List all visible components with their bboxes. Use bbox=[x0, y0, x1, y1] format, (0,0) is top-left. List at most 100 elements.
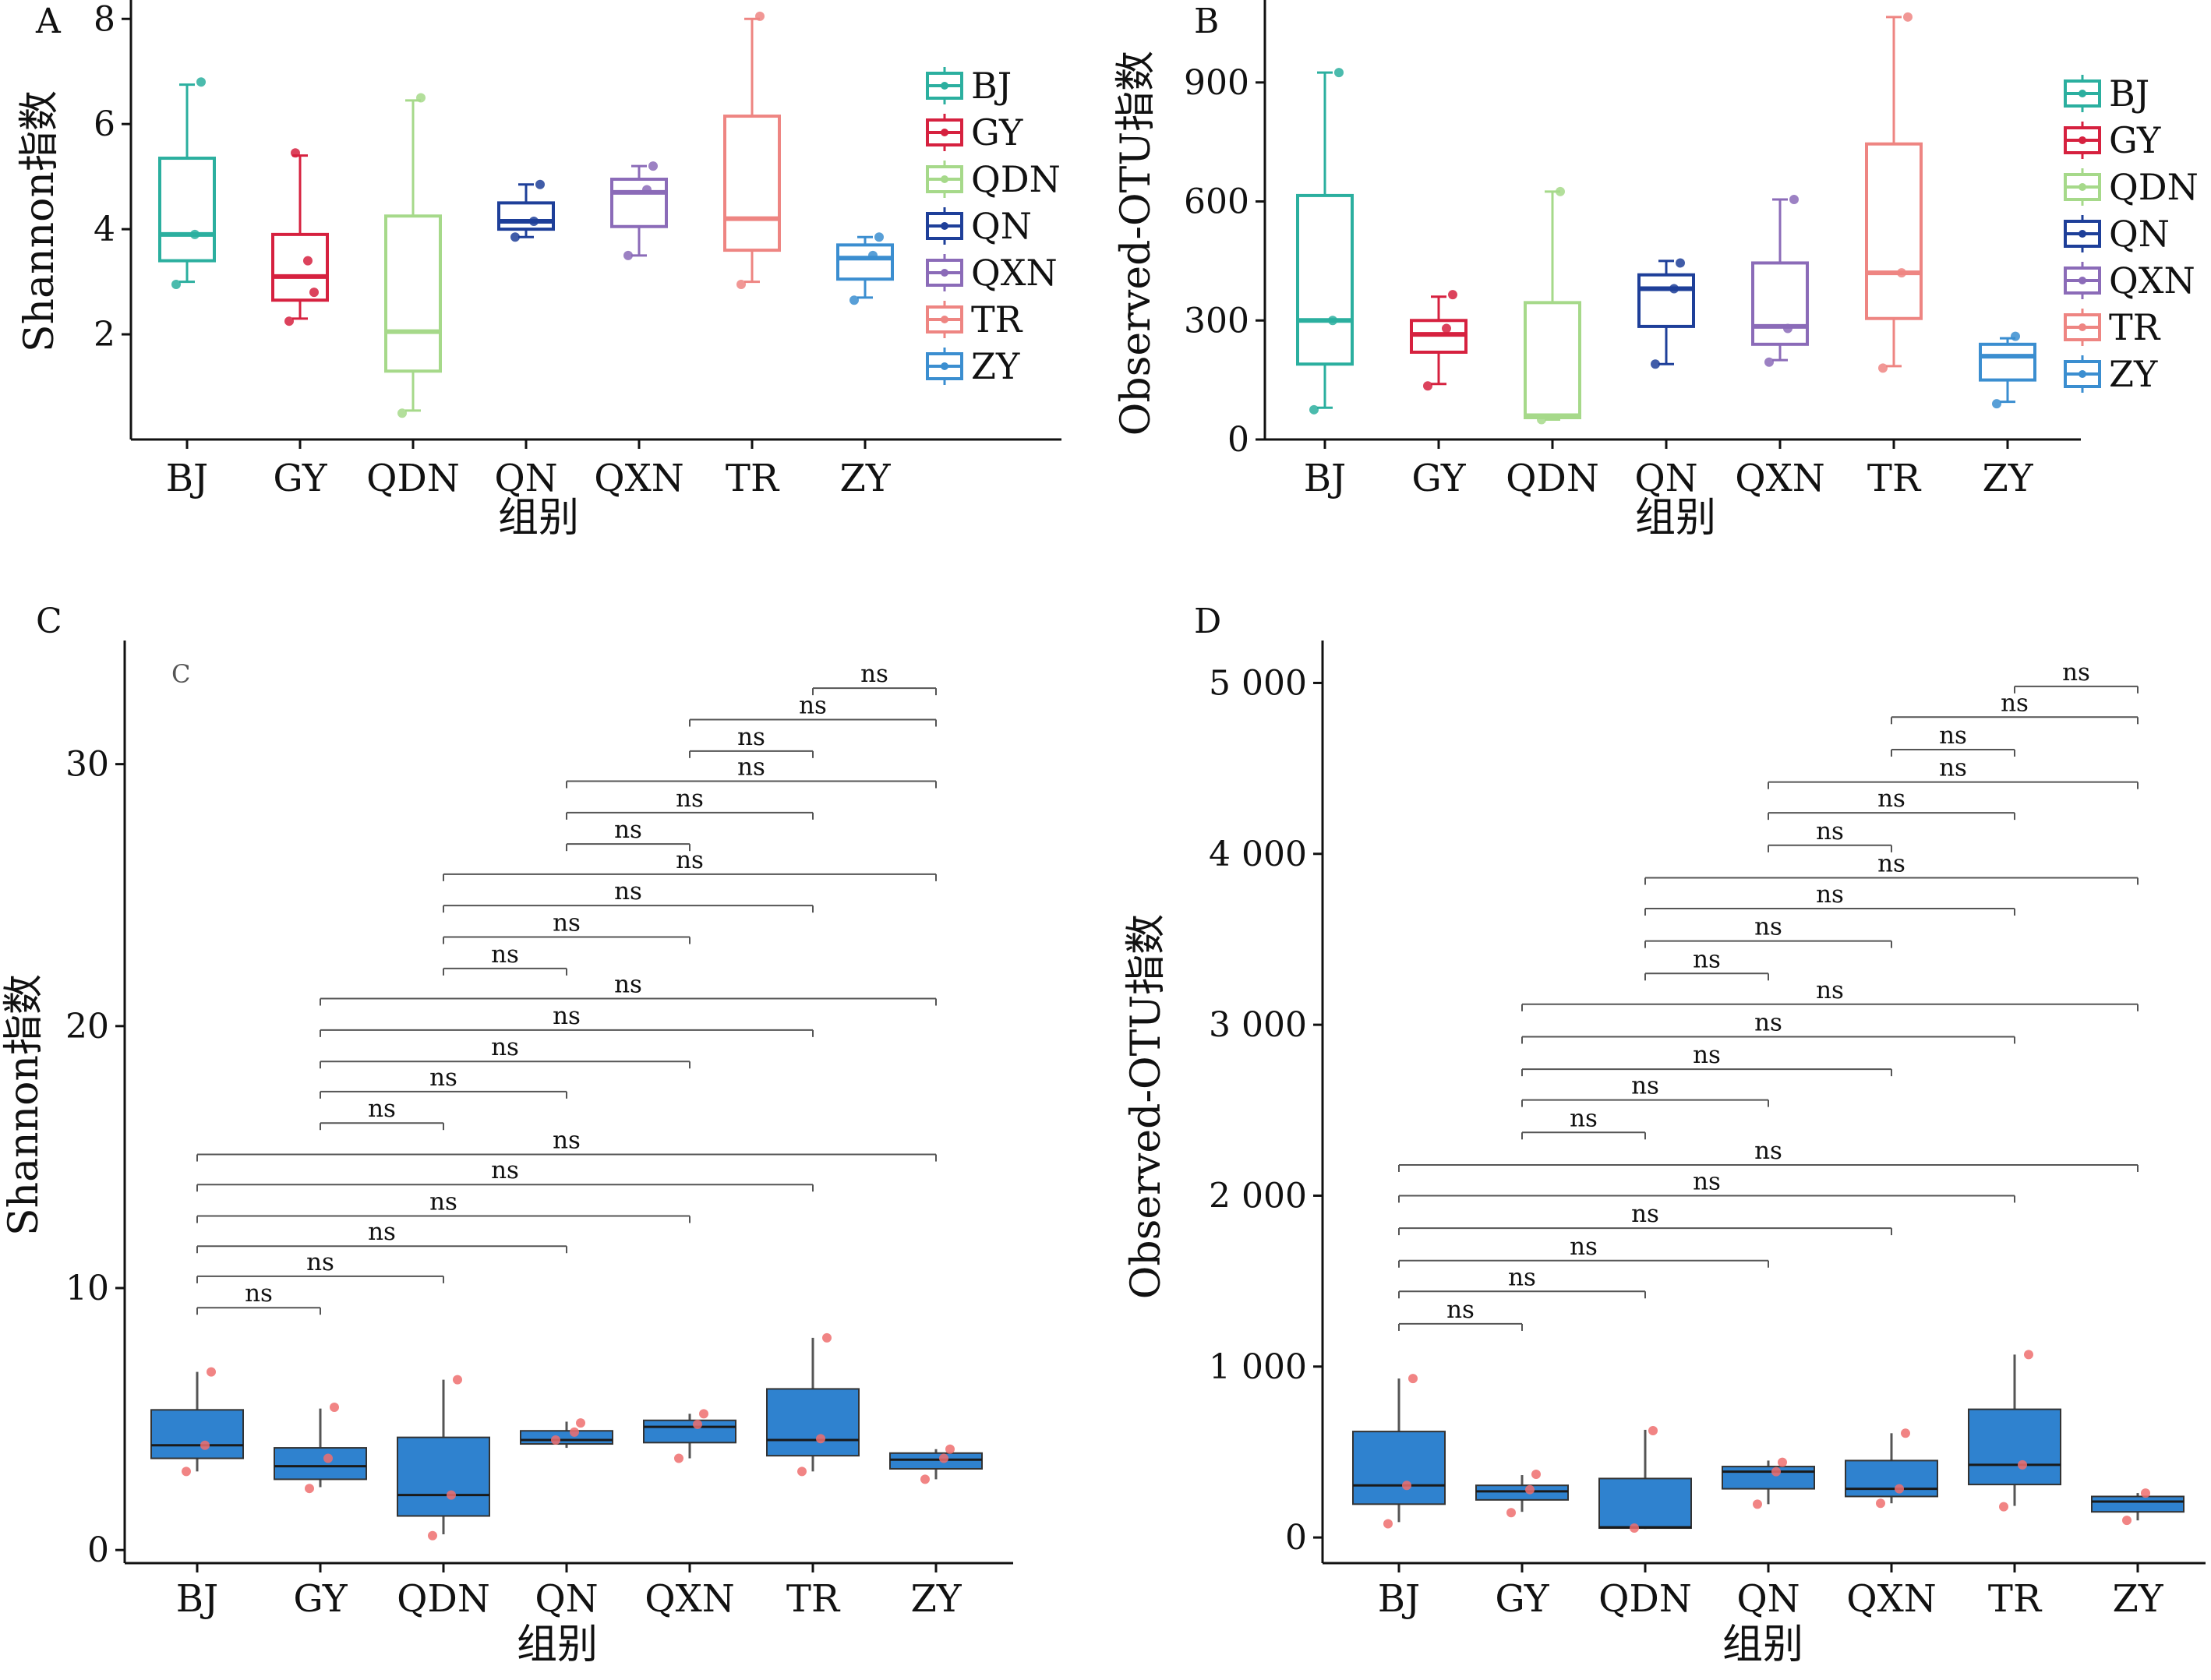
bracket-label: ns bbox=[1754, 1137, 1782, 1165]
data-point bbox=[1531, 1469, 1541, 1479]
bracket-label: ns bbox=[1754, 1008, 1782, 1036]
bracket-label: ns bbox=[614, 971, 642, 999]
box-body bbox=[274, 1447, 367, 1481]
box-qdn bbox=[1598, 1426, 1692, 1534]
x-tick-label: GY bbox=[1411, 457, 1467, 500]
data-point bbox=[1789, 195, 1799, 204]
bracket-label: ns bbox=[860, 660, 888, 688]
x-tick-label: QDN bbox=[366, 457, 460, 500]
legend-item-qdn: QDN bbox=[2064, 166, 2199, 208]
data-point bbox=[1328, 316, 1337, 326]
box-qdn bbox=[397, 1375, 490, 1541]
comparison-bracket: ns bbox=[320, 971, 937, 1006]
y-tick-label: 10 bbox=[65, 1269, 109, 1308]
data-point bbox=[291, 148, 300, 158]
data-point bbox=[1537, 415, 1546, 425]
data-point bbox=[874, 232, 884, 242]
box-qxn bbox=[610, 161, 668, 260]
x-tick-label: ZY bbox=[910, 1577, 962, 1621]
data-point bbox=[2024, 1350, 2033, 1360]
y-tick-label: 0 bbox=[1285, 1518, 1307, 1558]
data-point bbox=[323, 1453, 333, 1463]
box-body bbox=[1475, 1484, 1569, 1501]
comparison-bracket: ns bbox=[1768, 817, 1892, 852]
y-tick-label: 3 000 bbox=[1209, 1005, 1307, 1045]
panel-letter: C bbox=[36, 602, 62, 641]
bracket-label: ns bbox=[306, 1248, 334, 1276]
legend-item-zy: ZY bbox=[926, 345, 1020, 387]
bracket-label: ns bbox=[491, 1156, 519, 1184]
y-tick-label: 30 bbox=[65, 745, 109, 785]
data-point bbox=[570, 1427, 579, 1437]
x-tick-label: TR bbox=[1867, 457, 1922, 500]
bracket-label: ns bbox=[491, 1033, 519, 1061]
data-point bbox=[2141, 1488, 2150, 1498]
data-point bbox=[1897, 268, 1906, 278]
comparison-bracket: ns bbox=[196, 1248, 444, 1283]
bracket-label: ns bbox=[2062, 658, 2090, 686]
data-point bbox=[1556, 186, 1565, 196]
data-point bbox=[849, 295, 859, 305]
y-tick-label: 600 bbox=[1184, 182, 1249, 222]
y-axis-title: Shannon指数 bbox=[16, 90, 63, 352]
bracket-label: ns bbox=[1816, 817, 1844, 845]
box-qdn bbox=[1524, 186, 1581, 425]
y-tick-label: 2 bbox=[94, 315, 115, 355]
box-qxn bbox=[643, 1409, 736, 1463]
comparison-bracket: ns bbox=[2014, 658, 2139, 694]
data-point bbox=[1525, 1484, 1535, 1495]
box-body bbox=[836, 243, 894, 281]
data-point bbox=[2018, 1459, 2027, 1470]
comparison-bracket: ns bbox=[1644, 945, 1769, 981]
data-point bbox=[797, 1466, 807, 1477]
y-axis-title: Shannon指数 bbox=[1, 974, 48, 1236]
legend-label: TR bbox=[971, 298, 1023, 341]
data-point bbox=[1901, 1428, 1910, 1438]
box-body bbox=[1979, 342, 2036, 382]
comparison-bracket: ns bbox=[1768, 785, 2015, 821]
data-point bbox=[1506, 1508, 1516, 1518]
data-point bbox=[284, 316, 294, 326]
data-point bbox=[868, 250, 878, 260]
x-tick-label: ZY bbox=[1982, 457, 2033, 500]
box-gy bbox=[271, 148, 329, 326]
bracket-label: ns bbox=[614, 816, 642, 844]
data-point bbox=[674, 1453, 683, 1463]
data-point bbox=[1309, 404, 1319, 415]
bracket-label: ns bbox=[1446, 1296, 1475, 1324]
box-body bbox=[384, 214, 442, 373]
data-point bbox=[693, 1419, 702, 1429]
box-body bbox=[1968, 1408, 2061, 1486]
bracket-label: ns bbox=[1570, 1104, 1598, 1132]
box-tr bbox=[1865, 12, 1923, 373]
bracket-label: ns bbox=[676, 785, 704, 813]
legend-key-point bbox=[2079, 323, 2086, 331]
data-point bbox=[190, 229, 200, 239]
comparison-bracket: ns bbox=[1521, 1104, 1646, 1140]
data-point bbox=[171, 279, 181, 289]
comparison-bracket: ns bbox=[196, 1279, 321, 1315]
data-point bbox=[453, 1375, 462, 1385]
comparison-bracket: ns bbox=[1768, 754, 2139, 789]
data-point bbox=[939, 1453, 948, 1463]
legend-item-qxn: QXN bbox=[926, 252, 1058, 294]
comparison-bracket: ns bbox=[566, 816, 690, 852]
legend-label: BJ bbox=[2109, 72, 2149, 115]
legend-label: GY bbox=[2109, 119, 2161, 161]
comparison-bracket: ns bbox=[443, 877, 814, 913]
bracket-label: ns bbox=[1816, 976, 1844, 1004]
legend-key-point bbox=[941, 362, 948, 370]
box-gy bbox=[274, 1402, 367, 1494]
inner-panel-label: C bbox=[171, 659, 190, 689]
bracket-label: ns bbox=[1754, 913, 1782, 941]
data-point bbox=[1903, 12, 1913, 22]
legend-item-zy: ZY bbox=[2064, 353, 2158, 395]
comparison-bracket: ns bbox=[1644, 913, 1892, 948]
box-body bbox=[889, 1452, 983, 1470]
data-point bbox=[330, 1402, 339, 1412]
legend-key-point bbox=[941, 222, 948, 230]
comparison-bracket: ns bbox=[1644, 881, 2015, 916]
x-tick-label: TR bbox=[786, 1577, 841, 1621]
box-gy bbox=[1410, 290, 1468, 391]
